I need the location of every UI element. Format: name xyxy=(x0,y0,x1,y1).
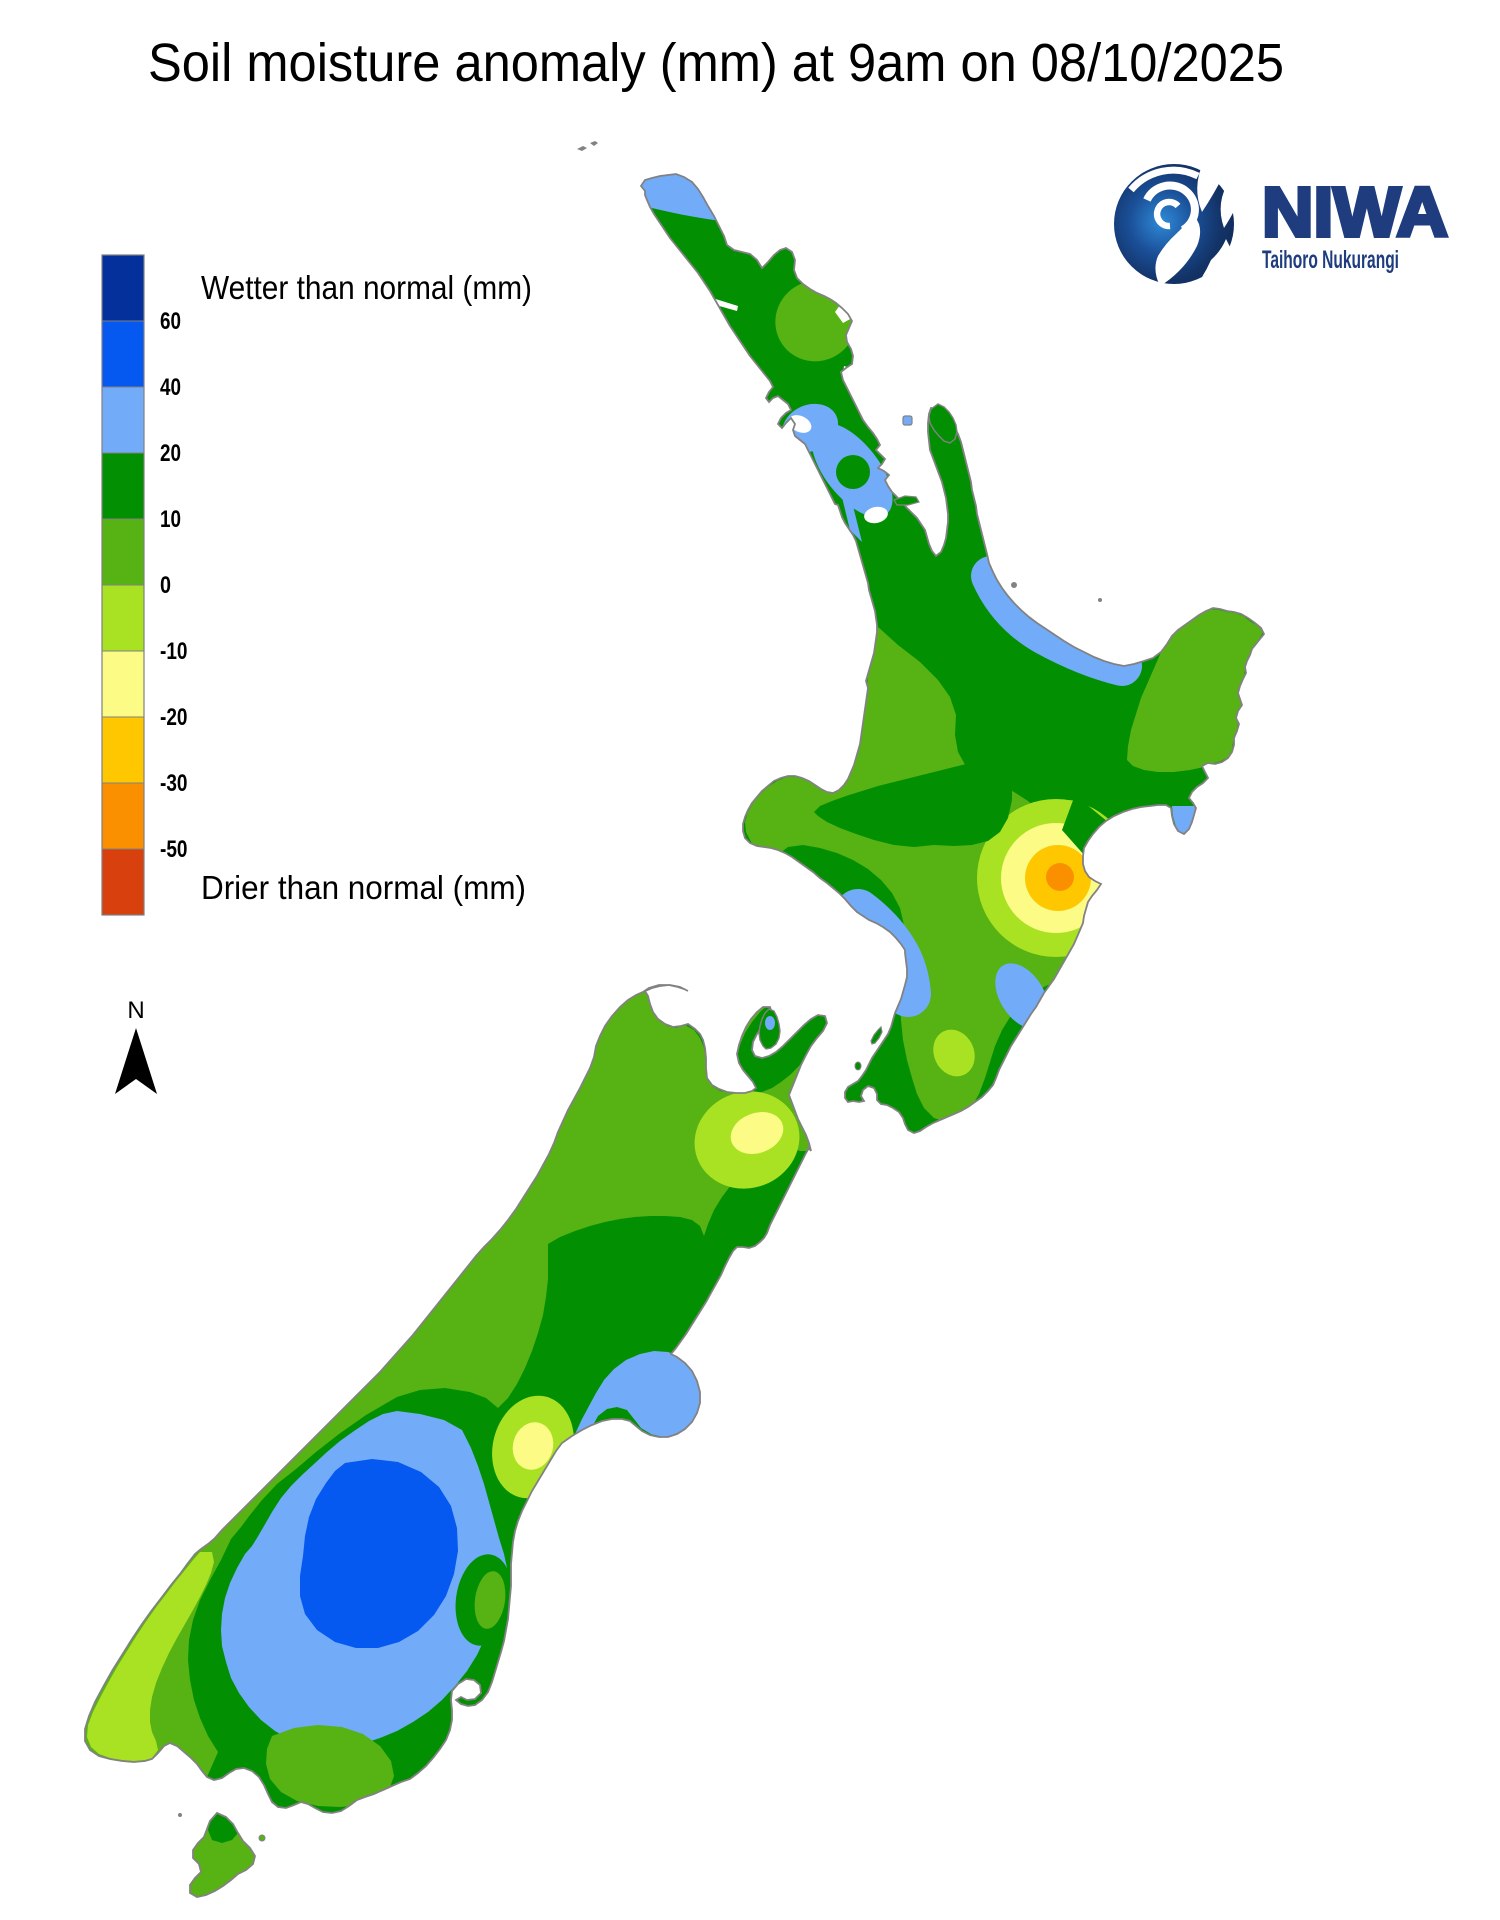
svg-text:-10: -10 xyxy=(160,638,188,665)
svg-text:Wetter than normal (mm): Wetter than normal (mm) xyxy=(201,269,532,306)
svg-text:-30: -30 xyxy=(160,770,188,797)
svg-text:-50: -50 xyxy=(160,836,188,863)
svg-text:N: N xyxy=(127,997,144,1024)
svg-text:60: 60 xyxy=(160,308,181,335)
svg-text:20: 20 xyxy=(160,440,181,467)
svg-text:Drier than normal (mm): Drier than normal (mm) xyxy=(201,869,526,906)
svg-text:Taihoro Nukurangi: Taihoro Nukurangi xyxy=(1262,246,1399,274)
svg-text:-20: -20 xyxy=(160,704,188,731)
svg-text:40: 40 xyxy=(160,374,181,401)
svg-text:NIWA: NIWA xyxy=(1262,173,1448,251)
svg-text:0: 0 xyxy=(160,572,171,599)
svg-text:Soil moisture anomaly (mm) at: Soil moisture anomaly (mm) at 9am on 08/… xyxy=(148,33,1284,93)
svg-text:10: 10 xyxy=(160,506,181,533)
